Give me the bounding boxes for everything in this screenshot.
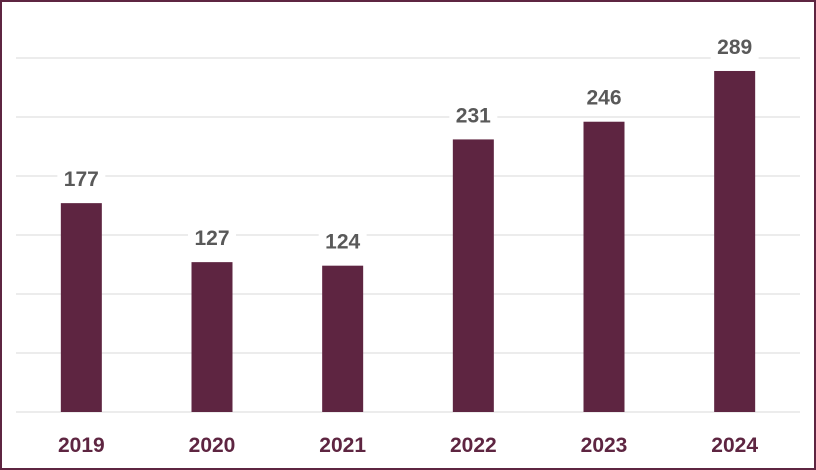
data-label-background	[449, 99, 498, 130]
gridlines	[16, 57, 800, 413]
data-label-background	[710, 30, 759, 61]
data-labels: 177 127 124 231 246 289	[57, 30, 759, 256]
bar-2023	[583, 121, 625, 412]
bar-2020	[191, 262, 233, 412]
bar-2024	[714, 70, 756, 412]
x-tick-label-2020: 2020	[189, 434, 236, 457]
x-tick-label-2019: 2019	[58, 434, 105, 457]
bar-2021	[322, 265, 364, 412]
data-label-background	[318, 225, 367, 256]
x-tick-label-2022: 2022	[450, 434, 497, 457]
data-label-background	[188, 222, 236, 253]
data-label-2020: 127	[194, 227, 229, 250]
data-label-background	[57, 163, 106, 194]
data-label-2022: 231	[456, 104, 491, 127]
category-axis: 2019 2020 2021 2022 2023 2024	[58, 434, 758, 457]
x-tick-label-2024: 2024	[711, 434, 758, 457]
bar-2019	[60, 203, 102, 412]
data-label-2021: 124	[325, 231, 360, 254]
x-tick-label-2023: 2023	[581, 434, 628, 457]
data-label-2024: 289	[717, 36, 752, 59]
bar-2022	[452, 139, 494, 413]
x-tick-label-2021: 2021	[319, 434, 366, 457]
bars	[60, 70, 756, 413]
data-label-background	[580, 81, 628, 112]
data-label-2023: 246	[586, 87, 621, 110]
data-label-2019: 177	[64, 168, 99, 191]
